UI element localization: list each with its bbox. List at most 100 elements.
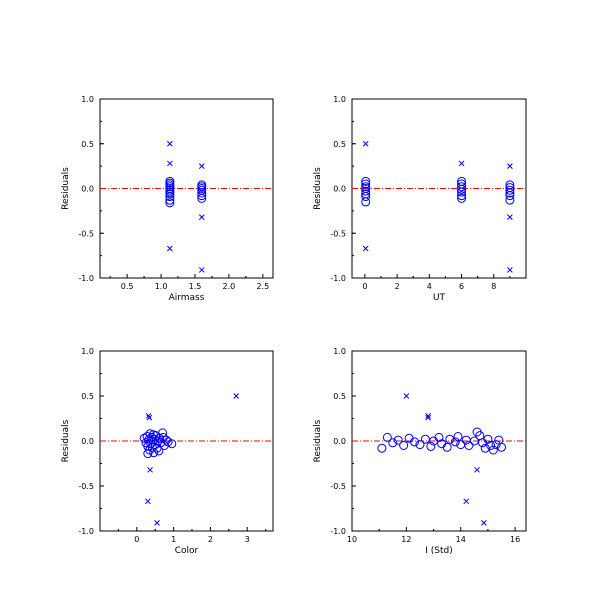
y-axis-label: Residuals xyxy=(313,419,323,462)
y-axis-label: Residuals xyxy=(313,167,323,210)
data-point-circle xyxy=(197,188,207,198)
y-tick-label: 0.0 xyxy=(333,437,346,446)
y-tick-label: -0.5 xyxy=(330,482,346,491)
data-point-cross xyxy=(507,214,513,220)
x-tick-label: 0 xyxy=(134,535,139,544)
data-point-cross xyxy=(198,163,205,169)
x-tick-label: 10 xyxy=(347,535,357,544)
y-tick-label: 1.0 xyxy=(333,347,346,356)
x-tick-label: 0.5 xyxy=(121,282,134,291)
chart-panel-3: 1.0 0.5 0.0 -0.5 -1.0 0 1 2 3 Color Residuals xyxy=(61,347,274,556)
data-point-cross xyxy=(362,140,369,147)
data-point-cross xyxy=(147,466,153,473)
data-point-circle xyxy=(165,192,175,202)
x-tick-label: 0 xyxy=(362,282,367,291)
data-point-circle xyxy=(420,434,430,444)
chart-panel-4: 1.0 0.5 0.0 -0.5 -1.010 12 14 16 I (Std) Residual… xyxy=(313,347,527,556)
data-point-circle xyxy=(505,195,515,205)
y-tick-label: -1.0 xyxy=(78,274,94,283)
y-tick-label: -1.0 xyxy=(330,527,346,536)
x-tick-label: 1.5 xyxy=(189,282,202,291)
data-point-circle xyxy=(505,191,515,201)
data-point-cross xyxy=(167,140,173,147)
data-point-cross xyxy=(144,498,151,505)
data-point-cross xyxy=(146,414,153,421)
x-tick-label: 1 xyxy=(171,535,176,544)
y-tick-label: -1.0 xyxy=(330,274,346,283)
data-point-circle xyxy=(139,433,149,443)
data-point-circle xyxy=(197,191,207,201)
x-tick-label: 14 xyxy=(456,535,466,544)
data-point-circle xyxy=(158,428,168,438)
data-point-circle xyxy=(469,436,479,446)
data-point-circle xyxy=(457,191,467,201)
data-point-cross xyxy=(463,498,470,505)
data-point-circle xyxy=(167,439,177,449)
chart-panel-2: 1.0 0.5 0.0 -0.5 -1.0 0 2 4 6 8 UT Residuals xyxy=(313,95,527,303)
data-point-circle xyxy=(148,430,158,440)
y-tick-label: 0.5 xyxy=(81,140,94,149)
data-point-circle xyxy=(165,198,175,208)
x-axis-label: Color xyxy=(175,546,199,556)
x-tick-label: 1.0 xyxy=(155,282,168,291)
data-point-circle xyxy=(410,437,420,447)
y-tick-label: 1.0 xyxy=(333,95,346,104)
data-point-cross xyxy=(145,412,152,419)
data-point-circle xyxy=(453,432,463,441)
data-point-circle xyxy=(457,193,467,203)
data-point-circle xyxy=(388,438,398,448)
data-point-circle xyxy=(426,441,436,451)
x-axis-label: I (Std) xyxy=(425,546,453,556)
data-point-circle xyxy=(442,442,452,452)
x-tick-label: 4 xyxy=(427,282,432,291)
data-point-cross xyxy=(425,412,431,419)
data-point-circle xyxy=(165,189,175,199)
data-point-circle xyxy=(480,443,490,453)
data-point-cross xyxy=(362,245,369,252)
x-axis-label: Airmass xyxy=(169,293,205,303)
data-point-circle xyxy=(445,434,455,444)
data-point-cross xyxy=(167,245,173,252)
data-point-circle xyxy=(464,441,474,450)
data-point-cross xyxy=(425,414,431,421)
data-point-cross xyxy=(233,393,240,399)
data-point-circle xyxy=(361,192,371,202)
data-point-cross xyxy=(481,520,487,526)
y-axis-label: Residuals xyxy=(61,167,71,210)
data-point-cross xyxy=(154,520,160,526)
chart-panel-1: 1.0 0.5 0.0 -0.5 -1.0 0.5 1.0 1.5 2.0 2.5 Airmass R… xyxy=(61,95,274,303)
x-tick-label: 12 xyxy=(401,535,411,544)
data-point-circle xyxy=(361,186,371,196)
x-tick-label: 8 xyxy=(491,282,496,291)
y-tick-label: -1.0 xyxy=(78,527,94,536)
data-point-circle xyxy=(377,443,387,453)
y-tick-label: -0.5 xyxy=(330,229,346,238)
y-tick-label: 0.0 xyxy=(81,437,94,446)
x-tick-label: 3 xyxy=(245,535,250,544)
x-tick-label: 16 xyxy=(510,535,520,544)
y-tick-label: -0.5 xyxy=(78,229,94,238)
data-point-circle xyxy=(483,434,493,444)
data-point-cross xyxy=(458,160,465,167)
x-tick-label: 2 xyxy=(395,282,400,291)
data-point-cross xyxy=(403,393,410,399)
data-point-circle xyxy=(505,185,515,195)
data-point-cross xyxy=(507,267,513,273)
data-point-circle xyxy=(457,187,467,197)
x-tick-label: 2 xyxy=(208,535,213,544)
data-point-circle xyxy=(361,197,371,207)
y-tick-label: 1.0 xyxy=(81,95,94,104)
x-tick-label: 2.0 xyxy=(223,282,236,291)
data-point-circle xyxy=(491,440,501,450)
data-point-cross xyxy=(474,466,480,473)
data-point-circle xyxy=(450,437,460,447)
y-tick-label: 0.5 xyxy=(81,392,94,401)
data-point-circle xyxy=(488,445,498,455)
data-point-cross xyxy=(198,267,205,273)
data-point-circle xyxy=(143,449,153,459)
data-point-circle xyxy=(165,195,175,205)
data-point-circle xyxy=(415,440,425,450)
data-point-circle xyxy=(486,441,496,450)
data-point-circle xyxy=(434,432,444,442)
